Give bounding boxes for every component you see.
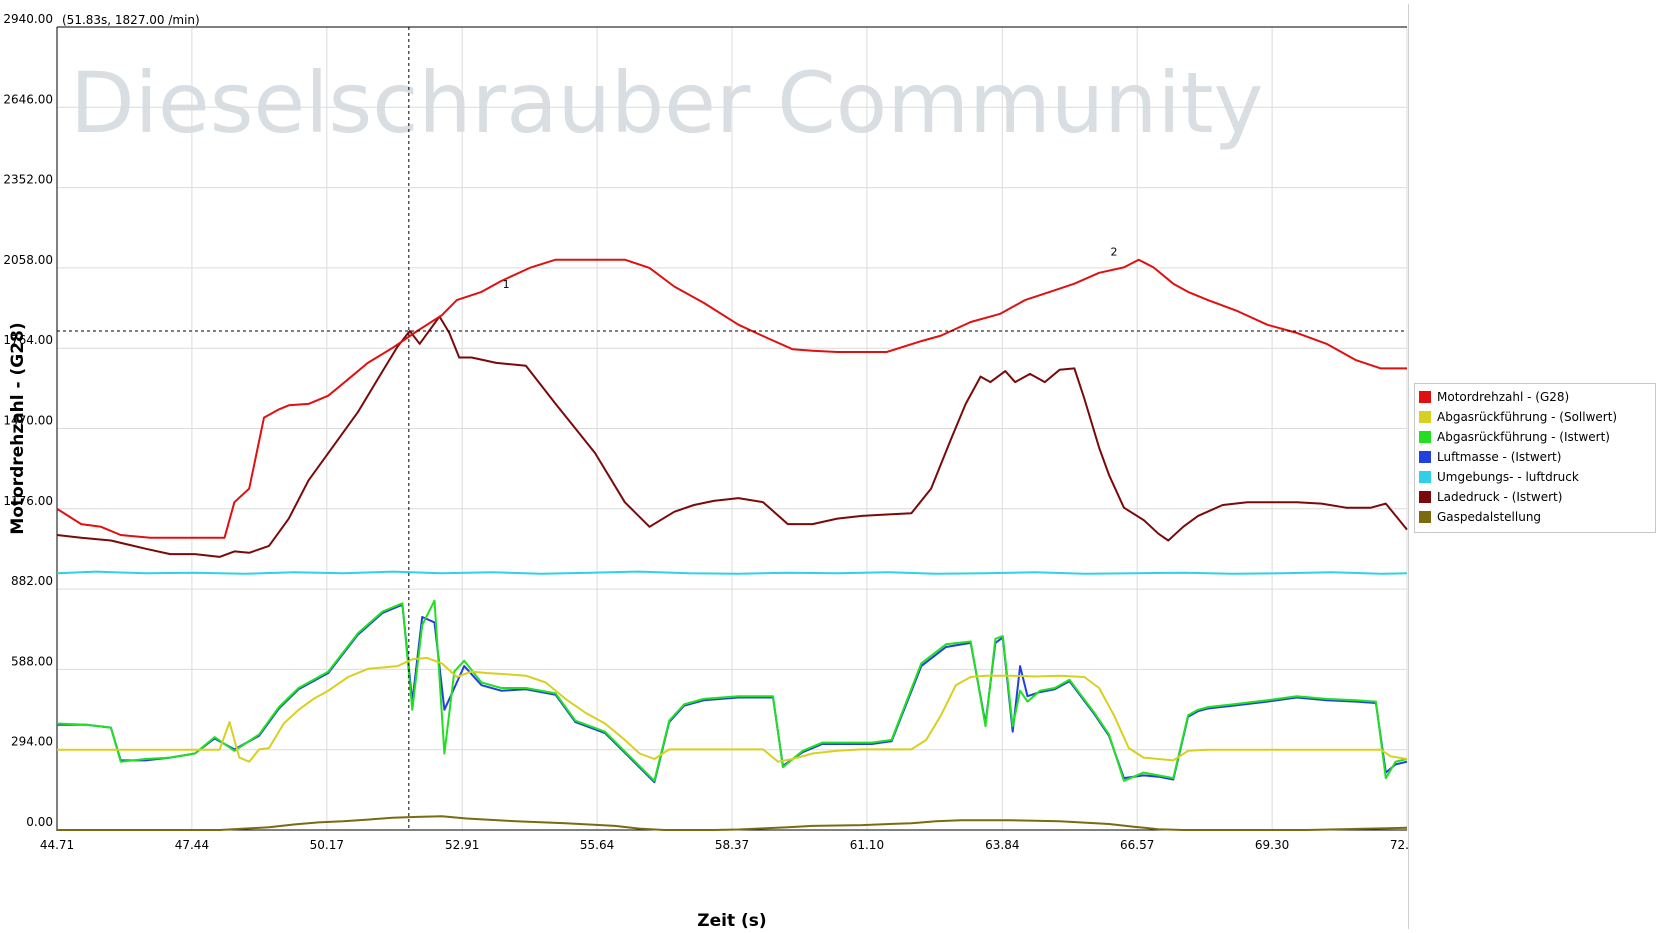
series-line-0[interactable] — [56, 258, 1407, 539]
legend-swatch — [1419, 431, 1431, 443]
x-tick-label: 66.57 — [1120, 838, 1154, 852]
series-line-4[interactable] — [56, 570, 1408, 575]
series-line-6[interactable] — [57, 815, 1408, 831]
legend-item[interactable]: Luftmasse - (Istwert) — [1415, 447, 1655, 467]
watermark-text: Dieselschrauber Community — [70, 54, 1263, 152]
legend-item[interactable]: Gaspedalstellung — [1415, 507, 1655, 527]
x-tick-label: 58.37 — [715, 838, 749, 852]
x-tick-label: 55.64 — [580, 838, 614, 852]
legend-item[interactable]: Abgasrückführung - (Istwert) — [1415, 427, 1655, 447]
legend-item[interactable]: Motordrehzahl - (G28) — [1415, 387, 1655, 407]
y-tick-label: 0.00 — [26, 815, 53, 829]
y-tick-label: 1470.00 — [3, 414, 53, 428]
legend-label: Abgasrückführung - (Sollwert) — [1437, 410, 1618, 424]
legend-item[interactable]: Abgasrückführung - (Sollwert) — [1415, 407, 1655, 427]
legend-label: Motordrehzahl - (G28) — [1437, 390, 1570, 404]
marker-label: 2 — [1110, 246, 1117, 259]
x-tick-label: 61.10 — [850, 838, 884, 852]
y-tick-label: 2646.00 — [3, 92, 53, 106]
marker-label: 1 — [503, 278, 510, 291]
legend-swatch — [1419, 411, 1431, 423]
legend-swatch — [1419, 391, 1431, 403]
series-line-1[interactable] — [57, 656, 1408, 763]
legend-swatch — [1419, 451, 1431, 463]
legend-label: Abgasrückführung - (Istwert) — [1437, 430, 1610, 444]
legend-label: Ladedruck - (Istwert) — [1437, 490, 1563, 504]
x-tick-label: 47.44 — [175, 838, 209, 852]
y-tick-label: 1764.00 — [3, 333, 53, 347]
legend-label: Gaspedalstellung — [1437, 510, 1542, 524]
legend-swatch — [1419, 511, 1431, 523]
y-tick-label: 588.00 — [11, 654, 53, 668]
legend-label: Umgebungs- - luftdruck — [1437, 470, 1579, 484]
x-tick-label: 52.91 — [445, 838, 479, 852]
y-tick-label: 2940.00 — [3, 12, 53, 26]
x-tick-label: 69.30 — [1255, 838, 1289, 852]
series-line-5[interactable] — [56, 315, 1408, 558]
x-tick-label: 44.71 — [40, 838, 74, 852]
y-tick-label: 294.00 — [11, 735, 53, 749]
cursor-readout: (51.83s, 1827.00 /min) — [62, 13, 200, 27]
legend-item[interactable]: Umgebungs- - luftdruck — [1415, 467, 1655, 487]
y-tick-label: 2352.00 — [3, 173, 53, 187]
y-tick-label: 882.00 — [11, 574, 53, 588]
y-axis-title: Motordrehzahl - (G28) — [8, 322, 28, 534]
x-tick-label: 72.03 — [1390, 838, 1408, 852]
legend-panel: Motordrehzahl - (G28) Abgasrückführung - … — [1408, 4, 1659, 929]
y-tick-label: 2058.00 — [3, 253, 53, 267]
legend-label: Luftmasse - (Istwert) — [1437, 450, 1562, 464]
x-tick-label: 63.84 — [985, 838, 1019, 852]
legend: Motordrehzahl - (G28) Abgasrückführung - … — [1414, 383, 1656, 533]
x-tick-label: 50.17 — [310, 838, 344, 852]
legend-item[interactable]: Ladedruck - (Istwert) — [1415, 487, 1655, 507]
legend-swatch — [1419, 471, 1431, 483]
line-chart[interactable]: Dieselschrauber Community 0.00 294.00 588.0… — [0, 0, 1408, 933]
y-tick-label: 1176.00 — [3, 494, 53, 508]
x-axis-title: Zeit (s) — [697, 911, 766, 931]
legend-swatch — [1419, 491, 1431, 503]
